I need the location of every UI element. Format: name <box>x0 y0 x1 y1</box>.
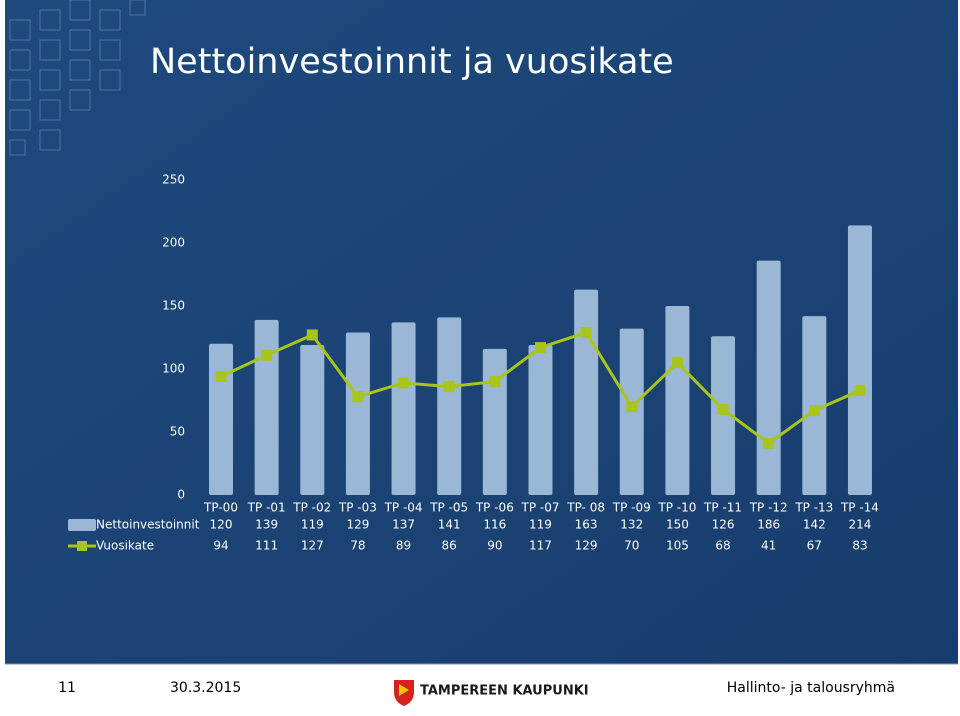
table-value: 70 <box>624 539 639 553</box>
table-value: 111 <box>255 539 278 553</box>
panel <box>5 0 958 664</box>
legend-swatch <box>77 541 87 551</box>
decor-pattern <box>9 0 146 156</box>
line-marker <box>763 437 775 449</box>
y-tick-label: 100 <box>162 362 185 376</box>
x-tick-label: TP -04 <box>384 501 423 515</box>
table-value: 129 <box>575 539 598 553</box>
table-value: 90 <box>487 539 502 553</box>
table-value: 41 <box>761 539 776 553</box>
line-marker <box>306 329 318 341</box>
x-tick-label: TP -09 <box>612 501 651 515</box>
x-tick-label: TP -13 <box>794 501 833 515</box>
line-marker <box>626 401 638 413</box>
table-value: 186 <box>757 518 780 532</box>
legend-label: Nettoinvestoinnit <box>96 518 200 532</box>
table-value: 78 <box>350 539 365 553</box>
bar <box>300 345 325 495</box>
page-number: 11 <box>58 680 76 696</box>
table-value: 119 <box>529 518 552 532</box>
table-value: 67 <box>807 539 822 553</box>
table-value: 105 <box>666 539 689 553</box>
line-marker <box>808 405 820 417</box>
table-value: 139 <box>255 518 278 532</box>
x-tick-label: TP -07 <box>520 501 559 515</box>
y-tick-label: 150 <box>162 299 185 313</box>
table-value: 68 <box>715 539 730 553</box>
bar <box>482 348 507 495</box>
table-value: 116 <box>483 518 506 532</box>
bar <box>437 317 462 495</box>
bar <box>209 343 233 495</box>
bar <box>391 322 416 495</box>
line-marker <box>261 349 273 361</box>
table-value: 117 <box>529 539 552 553</box>
x-tick-label: TP -14 <box>840 501 879 515</box>
y-tick-label: 50 <box>170 425 185 439</box>
x-tick-label: TP -03 <box>338 501 377 515</box>
table-value: 132 <box>620 518 643 532</box>
table-value: 163 <box>575 518 598 532</box>
line-marker <box>854 384 866 396</box>
y-tick-label: 250 <box>162 173 185 187</box>
table-value: 127 <box>301 539 324 553</box>
x-tick-label: TP-00 <box>203 501 238 515</box>
bar <box>756 260 781 495</box>
table-value: 142 <box>803 518 826 532</box>
y-tick-label: 0 <box>177 488 185 502</box>
x-tick-label: TP -01 <box>247 501 286 515</box>
x-tick-label: TP- 08 <box>566 501 605 515</box>
table-value: 119 <box>301 518 324 532</box>
x-tick-label: TP -11 <box>703 501 742 515</box>
unit-name: Hallinto- ja talousryhmä <box>727 680 895 696</box>
table-value: 129 <box>346 518 369 532</box>
x-tick-label: TP -12 <box>749 501 788 515</box>
table-value: 137 <box>392 518 415 532</box>
line-marker <box>215 371 227 383</box>
table-value: 120 <box>210 518 233 532</box>
x-tick-label: TP -06 <box>475 501 514 515</box>
x-tick-label: TP -10 <box>657 501 696 515</box>
table-value: 89 <box>396 539 411 553</box>
table-value: 141 <box>438 518 461 532</box>
date: 30.3.2015 <box>170 680 241 696</box>
line-marker <box>443 381 455 393</box>
line-marker <box>489 376 501 388</box>
chart-title: Nettoinvestoinnit ja vuosikate <box>150 42 674 82</box>
logo <box>394 680 414 706</box>
bar <box>254 319 279 495</box>
bar <box>847 225 872 496</box>
line-marker <box>534 342 546 354</box>
line-marker <box>352 391 364 403</box>
line-marker <box>398 377 410 389</box>
table-value: 126 <box>712 518 735 532</box>
table-value: 86 <box>442 539 457 553</box>
table-value: 94 <box>213 539 228 553</box>
bar <box>711 336 736 495</box>
table-value: 83 <box>852 539 867 553</box>
legend-swatch <box>68 519 96 531</box>
bar <box>528 345 553 495</box>
y-tick-label: 200 <box>162 236 185 250</box>
x-tick-label: TP -02 <box>292 501 331 515</box>
org-name: TAMPEREEN KAUPUNKI <box>420 684 589 699</box>
line-marker <box>717 403 729 415</box>
legend-label: Vuosikate <box>96 539 154 553</box>
table-value: 214 <box>849 518 872 532</box>
line-marker <box>580 326 592 338</box>
table-value: 150 <box>666 518 689 532</box>
bar <box>574 289 599 495</box>
bar <box>665 306 690 495</box>
line-marker <box>671 357 683 369</box>
x-tick-label: TP -05 <box>429 501 468 515</box>
bar <box>345 332 370 495</box>
